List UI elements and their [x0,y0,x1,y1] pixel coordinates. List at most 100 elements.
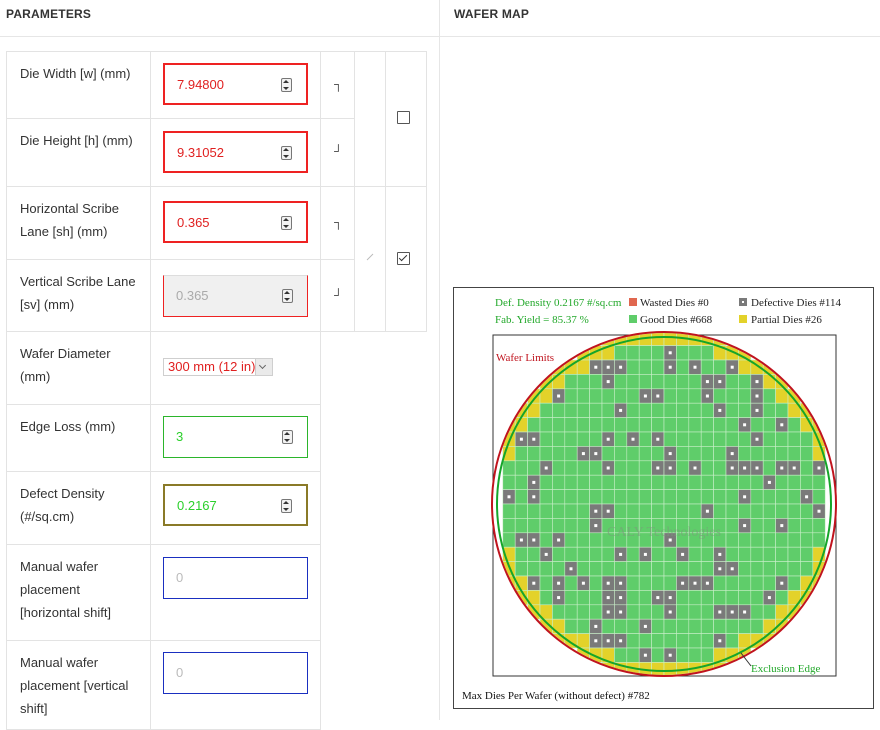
defect-density-spinner[interactable] [281,499,292,513]
good-die [713,474,727,490]
defect-dot [743,495,747,499]
defect-dot [594,524,598,528]
max-dies-footer: Max Dies Per Wafer (without defect) #782 [462,690,650,702]
good-die [775,402,789,418]
lock-die-size-checkbox[interactable] [397,111,410,124]
good-die [564,489,578,505]
defect-dot [767,480,771,484]
defect-density-input[interactable]: 0.2167 [163,484,308,526]
good-die [787,446,801,462]
good-die [812,532,826,548]
good-die [589,474,603,490]
checkbox-cell-2 [385,186,427,332]
defect-dot [755,380,759,384]
h-scribe-spinner[interactable] [281,216,292,230]
defect-dot [656,394,660,398]
wafer-diameter-label: Wafer Diameter (mm) [6,331,151,405]
die-height-input[interactable]: 9.31052 [163,131,308,173]
good-die [663,431,677,447]
defect-dot [606,380,610,384]
chevron-down-icon[interactable] [255,359,272,375]
good-die [738,431,752,447]
good-die [676,590,690,606]
good-die [676,388,690,404]
good-die [576,402,590,418]
defect-dot [619,639,623,643]
good-die [738,575,752,591]
good-die [589,575,603,591]
die-width-spinner[interactable] [281,78,292,92]
good-die [527,446,541,462]
die-width-input[interactable]: 7.94800 [163,63,308,105]
good-die [614,345,628,361]
good-die [539,518,553,534]
good-die [688,388,702,404]
good-die [688,374,702,390]
good-die [626,417,640,433]
good-die [539,474,553,490]
good-die [800,518,814,534]
good-die [626,374,640,390]
good-die [725,575,739,591]
defect-dot [643,624,647,628]
good-die [614,374,628,390]
good-die [688,633,702,649]
good-die [638,489,652,505]
defect-dot [532,495,536,499]
good-die [539,431,553,447]
h-scribe-input[interactable]: 0.365 [163,201,308,243]
good-die [762,417,776,433]
good-die [651,374,665,390]
defect-dot [780,466,784,470]
defect-dot [643,552,647,556]
good-die [750,489,764,505]
v-shift-input[interactable]: 0 [163,652,308,694]
good-die [527,518,541,534]
good-die [688,417,702,433]
legend-partial: Partial Dies #26 [751,314,822,326]
good-die [552,417,566,433]
good-die [552,518,566,534]
good-die [626,503,640,519]
good-die [750,561,764,577]
good-die [576,618,590,634]
exclusion-edge-pointer [740,652,752,667]
h-shift-input[interactable]: 0 [163,557,308,599]
edge-loss-spinner[interactable] [282,430,293,444]
defect-density-value: 0.2167 [177,498,217,513]
good-die [750,446,764,462]
die-height-value: 9.31052 [177,145,224,160]
good-die [663,618,677,634]
good-die [651,359,665,375]
good-die [638,590,652,606]
defect-dot [693,466,697,470]
good-die [626,618,640,634]
good-die [651,546,665,562]
defect-dot [743,610,747,614]
legend-fab-yield: Fab. Yield = 85.37 % [495,314,589,326]
edge-loss-input[interactable]: 3 [163,416,308,458]
good-die [713,590,727,606]
label-line: Die Height [h] (mm) [20,133,133,148]
partial-die [651,333,665,346]
lock-scribe-checkbox[interactable] [397,252,410,265]
die-width-value: 7.94800 [177,77,224,92]
label-line: placement [20,582,80,597]
h-scribe-value: 0.365 [177,215,210,230]
good-die [614,474,628,490]
good-die [539,590,553,606]
good-die [700,345,714,361]
good-die [676,647,690,663]
wafer-diameter-select[interactable]: 300 mm (12 in) [163,358,273,376]
die-height-spinner[interactable] [281,146,292,160]
label-line: (mm) [20,369,51,384]
link-cell-1 [354,51,386,187]
good-die [589,374,603,390]
good-die [775,546,789,562]
good-die [564,590,578,606]
defect-dot [544,466,548,470]
defect-dot [643,653,647,657]
v-scribe-spinner [282,289,293,303]
defect-dot [743,524,747,528]
label-line: Defect Density [20,486,105,501]
